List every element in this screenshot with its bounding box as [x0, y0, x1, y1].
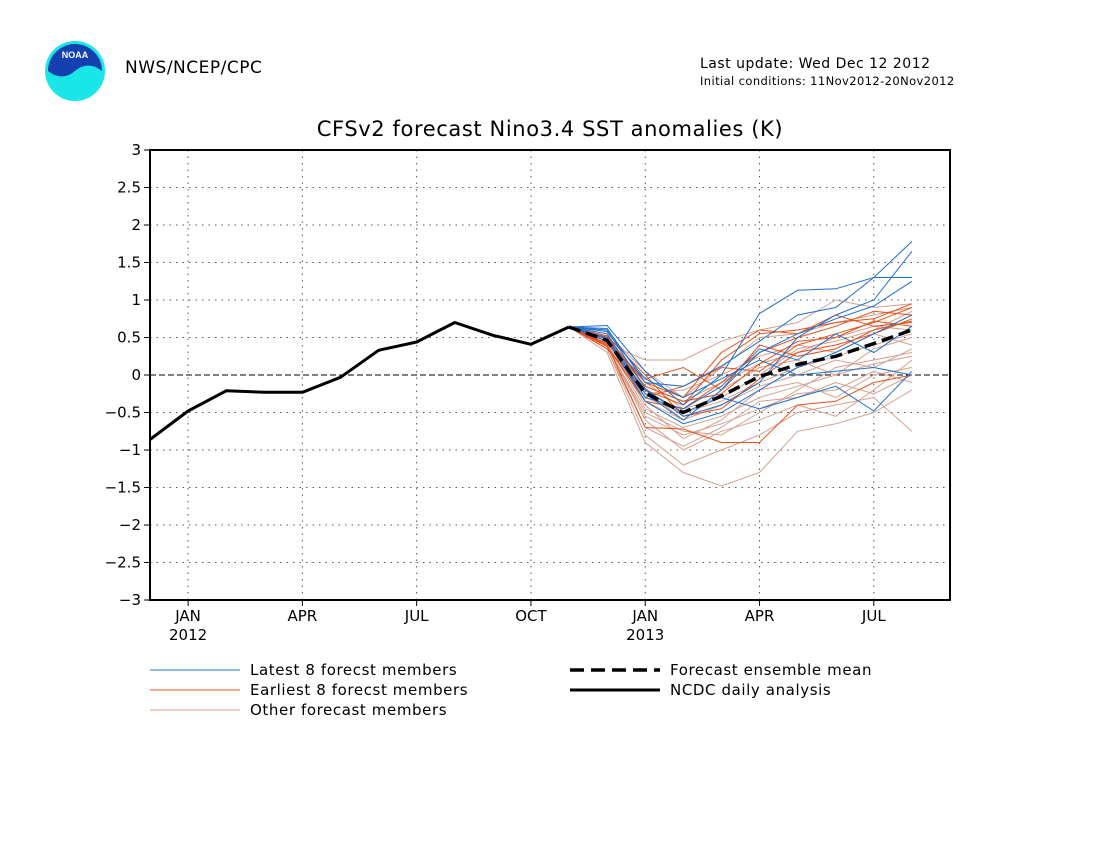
x-tick-label: JUL [404, 607, 429, 625]
y-tick-label: −2.5 [105, 554, 141, 572]
latest-member-line [568, 280, 913, 421]
y-tick-label: −2 [119, 516, 141, 534]
latest-member-line [568, 314, 913, 425]
y-tick-label: 2 [131, 216, 141, 234]
x-tick-label: JAN [174, 607, 201, 625]
x-year-label: 2012 [169, 626, 207, 644]
x-tick-label: APR [745, 607, 775, 625]
last-update: Last update: Wed Dec 12 2012 [700, 56, 931, 72]
other-member-line [568, 326, 913, 447]
noaa-logo: NOAA [45, 41, 105, 101]
y-tick-label: −1.5 [105, 479, 141, 497]
other-member-line [568, 299, 912, 361]
y-tick-label: 0.5 [117, 329, 141, 347]
legend-label-other: Other forecast members [250, 701, 447, 719]
legend: Latest 8 forecst members Earliest 8 forec… [150, 661, 872, 719]
latest-member-line [568, 326, 912, 399]
latest-member-line [568, 326, 913, 414]
x-tick-label: APR [288, 607, 318, 625]
earliest-member-line [568, 320, 912, 402]
y-tick-label: 3 [131, 141, 141, 159]
axes: 32.521.510.50−0.5−1−1.5−2−2.5−3JAN2012AP… [105, 141, 951, 644]
logo-text: NOAA [62, 50, 89, 60]
latest-member-line [568, 277, 912, 406]
x-tick-label: OCT [515, 607, 547, 625]
other-member-line [568, 326, 913, 487]
chart-title: CFSv2 forecast Nino3.4 SST anomalies (K) [317, 117, 783, 141]
y-tick-label: 0 [131, 366, 141, 384]
legend-label-latest: Latest 8 forecst members [250, 661, 457, 679]
earliest-member-line [568, 326, 912, 443]
other-member-line [568, 326, 913, 421]
series-layer [149, 241, 913, 487]
x-tick-label: JUL [861, 607, 886, 625]
legend-label-earliest: Earliest 8 forecst members [250, 681, 468, 699]
y-tick-label: 1.5 [117, 254, 141, 272]
grid-lines [150, 150, 950, 600]
initial-conditions: Initial conditions: 11Nov2012-20Nov2012 [700, 74, 955, 88]
latest-member-line [568, 250, 913, 417]
legend-label-mean: Forecast ensemble mean [670, 661, 872, 679]
ncdc-analysis-line [149, 321, 570, 441]
y-tick-label: −0.5 [105, 404, 141, 422]
y-tick-label: −3 [119, 591, 141, 609]
y-tick-label: −1 [119, 441, 141, 459]
ensemble-mean-line [568, 325, 913, 415]
other-member-line [568, 326, 913, 436]
legend-label-analysis: NCDC daily analysis [670, 681, 831, 699]
x-tick-label: JAN [631, 607, 658, 625]
x-year-label: 2013 [626, 626, 664, 644]
other-member-line [568, 326, 912, 436]
other-member-line [568, 326, 913, 451]
y-tick-label: 2.5 [117, 179, 141, 197]
agency-name: NWS/NCEP/CPC [125, 58, 263, 78]
y-tick-label: 1 [131, 291, 141, 309]
